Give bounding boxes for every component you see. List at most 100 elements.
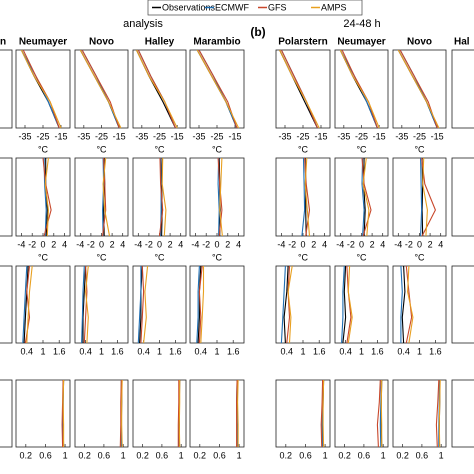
- profile-line: [286, 265, 291, 344]
- x-tick-label: 1.6: [371, 346, 384, 356]
- x-tick-label: -25: [413, 131, 426, 141]
- x-tick-label: -35: [135, 131, 148, 141]
- profile-line: [44, 157, 49, 237]
- x-tick-label: 1: [157, 346, 162, 356]
- x-axis-label: °C: [356, 144, 367, 154]
- x-tick-label: 0.6: [299, 450, 312, 460]
- profile-line: [341, 265, 345, 344]
- profile-line: [362, 157, 370, 237]
- profile-line: [23, 265, 29, 344]
- x-tick-label: 0.6: [416, 450, 429, 460]
- profile-line: [280, 265, 286, 344]
- panel-frame: [451, 157, 474, 237]
- x-tick-label: -4: [394, 239, 402, 249]
- x-tick-label: -4: [191, 239, 199, 249]
- profile-line: [137, 266, 142, 344]
- x-axis-label: °C: [298, 252, 309, 262]
- x-tick-label: -4: [277, 239, 285, 249]
- x-axis-label: °C: [414, 252, 425, 262]
- x-tick-label: 2: [370, 239, 375, 249]
- station-name: n: [0, 37, 6, 48]
- profile-line: [79, 49, 122, 129]
- station-name: Hal: [454, 37, 470, 48]
- x-tick-label: 2: [225, 239, 230, 249]
- x-tick-label: 1: [121, 450, 126, 460]
- x-tick-label: -15: [431, 131, 444, 141]
- x-tick-label: 1: [179, 450, 184, 460]
- x-tick-label: -15: [228, 131, 241, 141]
- profile-line: [287, 265, 293, 344]
- station-name: Halley: [145, 37, 175, 48]
- x-tick-label: -2: [28, 239, 36, 249]
- profile-line: [198, 265, 203, 344]
- x-tick-label: 0: [300, 239, 305, 249]
- profile-line: [237, 379, 239, 447]
- x-tick-label: 2: [311, 239, 316, 249]
- profile-line: [81, 265, 85, 344]
- profile-line: [407, 265, 414, 344]
- profile-line: [301, 157, 306, 237]
- panel-label: (b): [250, 25, 265, 39]
- x-tick-label: -25: [296, 131, 309, 141]
- x-tick-label: 0.2: [194, 450, 207, 460]
- profile-line: [236, 379, 238, 447]
- profile-line: [26, 265, 33, 344]
- x-tick-label: 1.6: [53, 346, 66, 356]
- profile-line: [22, 265, 28, 344]
- profile-line: [102, 157, 105, 237]
- profile-line: [177, 380, 180, 447]
- profile-line: [363, 157, 366, 237]
- x-tick-label: -2: [145, 239, 153, 249]
- x-tick-label: 0: [157, 239, 162, 249]
- x-tick-label: 1.6: [227, 346, 240, 356]
- legend-label: AMPS: [321, 2, 347, 12]
- x-tick-label: 4: [380, 239, 385, 249]
- x-tick-label: 0.4: [281, 346, 294, 356]
- profile-line: [422, 157, 428, 237]
- panel-frame: [15, 379, 71, 448]
- x-tick-label: 4: [322, 239, 327, 249]
- profile-line: [304, 157, 311, 237]
- x-tick-label: -15: [171, 131, 184, 141]
- x-tick-label: 2: [51, 239, 56, 249]
- profile-line: [361, 157, 365, 237]
- x-tick-label: -4: [17, 239, 25, 249]
- profile-line: [136, 49, 178, 129]
- panel-frame: [334, 379, 389, 448]
- profile-line: [140, 265, 145, 344]
- x-tick-label: 1.6: [429, 346, 442, 356]
- x-tick-label: 0.6: [358, 450, 371, 460]
- x-tick-label: 1: [300, 346, 305, 356]
- group-title: 24-48 h: [343, 18, 380, 30]
- x-tick-label: 0.2: [136, 450, 149, 460]
- profile-line: [158, 157, 164, 237]
- x-axis-label: °C: [212, 252, 223, 262]
- panel-frame: [189, 379, 245, 448]
- profile-line: [283, 265, 289, 344]
- profile-line: [339, 49, 380, 129]
- x-tick-label: 0.4: [79, 346, 92, 356]
- x-tick-label: 1: [237, 450, 242, 460]
- x-tick-label: 0.4: [137, 346, 150, 356]
- panel-frame: [0, 157, 13, 237]
- profile-line: [341, 49, 378, 129]
- x-tick-label: -35: [337, 131, 350, 141]
- profile-line: [196, 265, 200, 344]
- profile-line: [304, 157, 311, 237]
- x-axis-label: °C: [96, 252, 107, 262]
- x-tick-label: 1: [214, 346, 219, 356]
- profile-line: [121, 379, 123, 448]
- profile-line: [346, 265, 352, 344]
- panel-frame: [392, 379, 447, 448]
- legend-label: Observations: [162, 2, 216, 12]
- x-tick-label: -15: [113, 131, 126, 141]
- x-axis-label: °C: [356, 252, 367, 262]
- x-tick-label: -4: [336, 239, 344, 249]
- x-tick-label: -2: [405, 239, 413, 249]
- x-tick-label: 0.4: [339, 346, 352, 356]
- legend-box: [147, 0, 363, 16]
- panel-frame: [451, 379, 474, 448]
- panel-frame: [0, 265, 13, 344]
- x-tick-label: 0.4: [397, 346, 410, 356]
- x-tick-label: 0.2: [280, 450, 293, 460]
